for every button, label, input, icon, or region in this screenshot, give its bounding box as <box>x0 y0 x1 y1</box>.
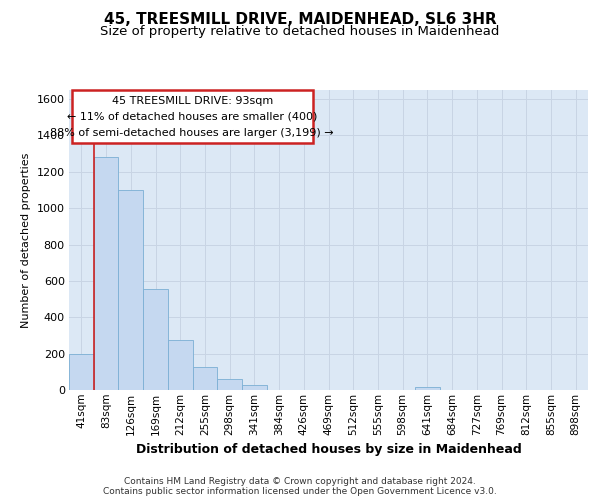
Text: 45 TREESMILL DRIVE: 93sqm: 45 TREESMILL DRIVE: 93sqm <box>112 96 273 106</box>
Bar <box>415 388 440 390</box>
Bar <box>193 368 217 390</box>
FancyBboxPatch shape <box>71 90 313 142</box>
Text: Size of property relative to detached houses in Maidenhead: Size of property relative to detached ho… <box>100 25 500 38</box>
Bar <box>118 190 143 390</box>
Text: Contains HM Land Registry data © Crown copyright and database right 2024.
Contai: Contains HM Land Registry data © Crown c… <box>103 476 497 496</box>
Text: 88% of semi-detached houses are larger (3,199) →: 88% of semi-detached houses are larger (… <box>50 128 334 138</box>
Bar <box>217 379 242 390</box>
X-axis label: Distribution of detached houses by size in Maidenhead: Distribution of detached houses by size … <box>136 443 521 456</box>
Bar <box>168 340 193 390</box>
Bar <box>143 289 168 390</box>
Bar <box>69 354 94 390</box>
Text: ← 11% of detached houses are smaller (400): ← 11% of detached houses are smaller (40… <box>67 112 317 121</box>
Text: 45, TREESMILL DRIVE, MAIDENHEAD, SL6 3HR: 45, TREESMILL DRIVE, MAIDENHEAD, SL6 3HR <box>104 12 496 28</box>
Bar <box>242 384 267 390</box>
Bar <box>94 158 118 390</box>
Y-axis label: Number of detached properties: Number of detached properties <box>21 152 31 328</box>
